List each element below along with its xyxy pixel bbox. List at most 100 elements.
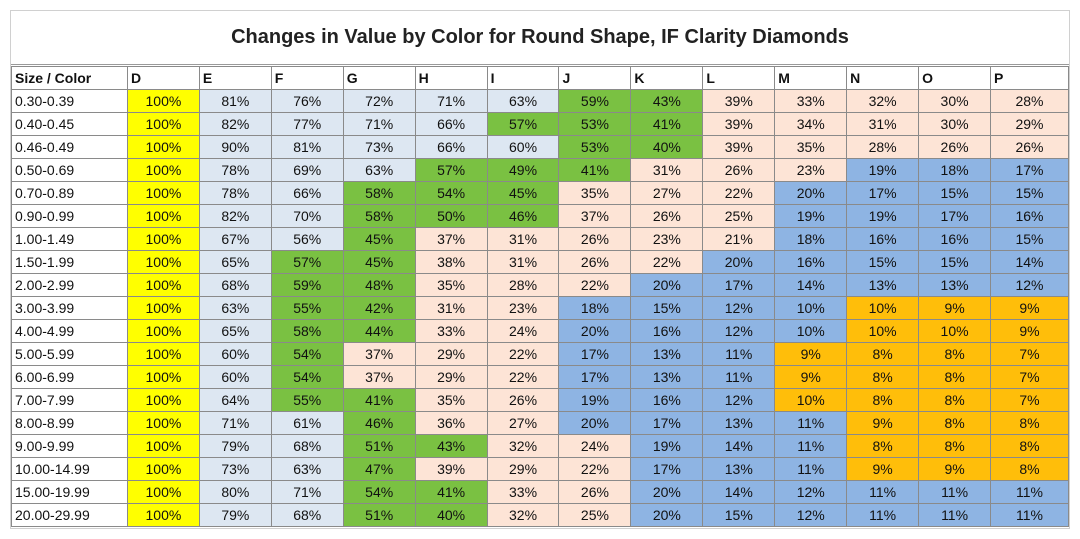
value-cell: 13% [630,365,704,389]
value-cell: 22% [486,365,560,389]
value-cell: 35% [414,388,488,412]
value-cell: 63% [198,296,272,320]
value-cell: 22% [558,457,632,481]
value-cell: 9% [774,342,848,366]
value-cell: 26% [558,480,632,504]
value-cell: 25% [558,503,632,527]
value-cell: 26% [918,135,992,159]
value-cell: 48% [342,273,416,297]
value-cell: 19% [846,204,920,228]
value-cell: 55% [270,388,344,412]
value-cell: 20% [558,319,632,343]
size-label: 9.00-9.99 [11,434,128,458]
value-cell: 71% [270,480,344,504]
table-row: 3.00-3.99 100% 63% 55% 42% 31% 23% 18% 15% 12% 10%… [11,296,1069,320]
table-row: 10.00-14.99 100% 73% 63% 47% 39% 29% 22% 17% 13% 1… [11,457,1069,481]
value-cell: 63% [270,457,344,481]
value-cell: 100% [126,112,200,136]
value-cell: 57% [486,112,560,136]
value-cell: 79% [198,503,272,527]
size-label: 1.00-1.49 [11,227,128,251]
value-cell: 32% [846,89,920,113]
value-cell: 33% [486,480,560,504]
size-label: 7.00-7.99 [11,388,128,412]
value-cell: 10% [846,319,920,343]
value-cell: 31% [414,296,488,320]
value-cell: 16% [630,388,704,412]
value-cell: 40% [414,503,488,527]
value-cell: 12% [702,296,776,320]
value-cell: 7% [990,365,1069,389]
size-label: 2.00-2.99 [11,273,128,297]
table-row: 0.40-0.45 100% 82% 77% 71% 66% 57% 53% 41% 39% 34%… [11,112,1069,136]
column-header: J [558,66,632,90]
size-label: 0.40-0.45 [11,112,128,136]
table-row: 6.00-6.99 100% 60% 54% 37% 29% 22% 17% 13% 11% 9% 8… [11,365,1069,389]
value-cell: 28% [990,89,1069,113]
value-cell: 10% [774,388,848,412]
value-cell: 8% [918,411,992,435]
value-cell: 82% [198,112,272,136]
value-cell: 8% [990,434,1069,458]
value-cell: 34% [774,112,848,136]
table-row: 1.50-1.99 100% 65% 57% 45% 38% 31% 26% 22% 20% 16%… [11,250,1069,274]
value-cell: 8% [846,342,920,366]
table-row: 0.50-0.69 100% 78% 69% 63% 57% 49% 41% 31% 26% 23%… [11,158,1069,182]
value-cell: 35% [414,273,488,297]
size-label: 0.30-0.39 [11,89,128,113]
value-cell: 26% [558,227,632,251]
value-cell: 29% [414,342,488,366]
value-cell: 59% [558,89,632,113]
value-cell: 65% [198,250,272,274]
size-label: 4.00-4.99 [11,319,128,343]
table-row: 5.00-5.99 100% 60% 54% 37% 29% 22% 17% 13% 11% 9% 8… [11,342,1069,366]
value-cell: 16% [774,250,848,274]
value-cell: 28% [846,135,920,159]
value-cell: 100% [126,319,200,343]
table-row: 2.00-2.99 100% 68% 59% 48% 35% 28% 22% 20% 17% 14%… [11,273,1069,297]
value-cell: 33% [774,89,848,113]
size-label: 0.46-0.49 [11,135,128,159]
value-cell: 78% [198,158,272,182]
value-cell: 12% [774,480,848,504]
value-cell: 55% [270,296,344,320]
value-cell: 22% [630,250,704,274]
value-cell: 100% [126,158,200,182]
value-cell: 57% [270,250,344,274]
value-cell: 60% [198,342,272,366]
value-cell: 15% [846,250,920,274]
value-cell: 11% [846,503,920,527]
value-cell: 100% [126,227,200,251]
value-cell: 32% [486,503,560,527]
value-cell: 11% [702,342,776,366]
value-cell: 11% [918,480,992,504]
value-cell: 7% [990,342,1069,366]
value-cell: 36% [414,411,488,435]
value-cell: 71% [198,411,272,435]
value-cell: 45% [342,250,416,274]
value-cell: 79% [198,434,272,458]
value-cell: 77% [270,112,344,136]
value-cell: 67% [198,227,272,251]
value-cell: 31% [630,158,704,182]
value-cell: 46% [342,411,416,435]
value-cell: 100% [126,135,200,159]
value-cell: 9% [990,296,1069,320]
value-cell: 14% [702,480,776,504]
value-cell: 11% [990,480,1069,504]
value-cell: 47% [342,457,416,481]
value-cell: 37% [342,342,416,366]
value-cell: 17% [990,158,1069,182]
value-cell: 8% [918,342,992,366]
size-label: 15.00-19.99 [11,480,128,504]
value-cell: 13% [918,273,992,297]
value-cell: 17% [630,411,704,435]
value-cell: 15% [990,227,1069,251]
value-cell: 80% [198,480,272,504]
value-cell: 17% [702,273,776,297]
value-cell: 41% [414,480,488,504]
size-label: 1.50-1.99 [11,250,128,274]
value-cell: 42% [342,296,416,320]
value-cell: 19% [558,388,632,412]
value-cell: 66% [270,181,344,205]
